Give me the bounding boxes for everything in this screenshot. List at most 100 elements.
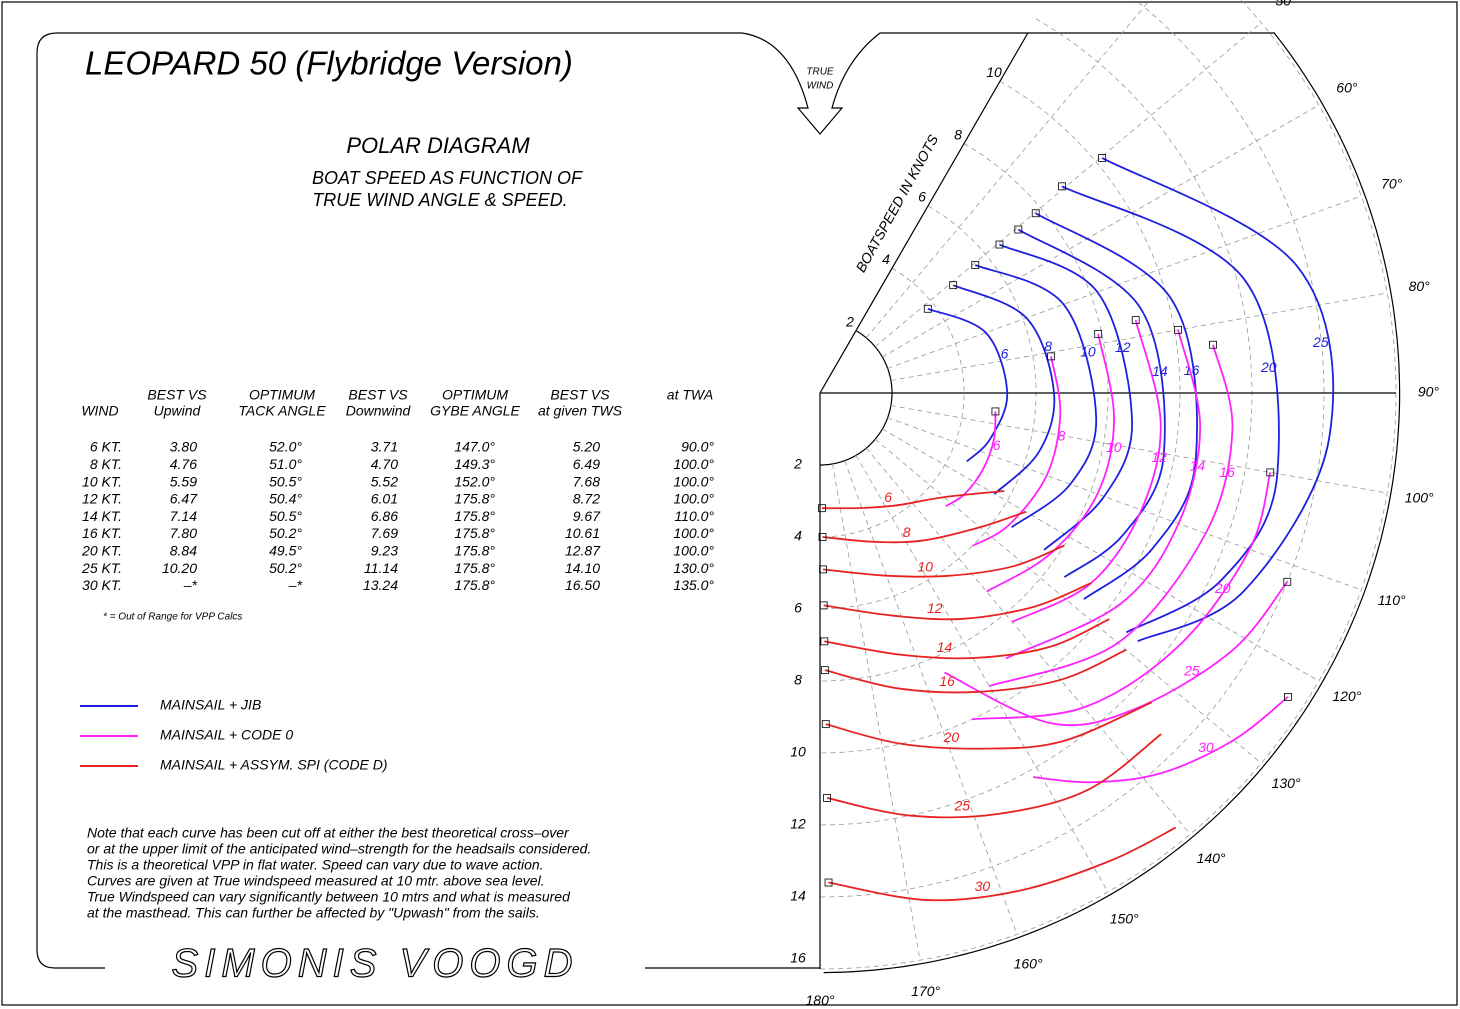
polar-curve: [828, 826, 1177, 902]
theta-tick-label: 90°: [1418, 384, 1440, 400]
subtitle: POLAR DIAGRAM: [346, 133, 530, 158]
table-cell: 6.01: [371, 491, 398, 507]
note-line: True Windspeed can vary significantly be…: [87, 889, 571, 905]
true-wind-arrow: [741, 32, 1275, 135]
polar-curve: [822, 510, 1027, 544]
curve-label: 6: [884, 489, 892, 505]
grid-arc: [819, 0, 1397, 970]
table-cell: 5.52: [371, 473, 398, 489]
vmg-marker: [1131, 316, 1140, 325]
table-cell: 147.0°: [454, 439, 495, 455]
table-cell: 30 KT.: [82, 577, 122, 593]
grid-arc: [820, 205, 1037, 610]
inner-arc: [820, 330, 893, 466]
grid-arc: [819, 80, 1181, 754]
curve-label: 25: [1183, 662, 1200, 678]
polar-curve: [822, 544, 1065, 578]
theta-tick-label: 140°: [1197, 850, 1226, 866]
vmg-marker: [1058, 182, 1066, 191]
table-cell: 7.68: [573, 473, 600, 489]
table-cell: 49.5°: [269, 543, 302, 559]
curve-label: 12: [927, 600, 943, 616]
curve-label: 12: [1151, 449, 1167, 465]
table-cell: 50.2°: [269, 525, 302, 541]
table-cell: 10 KT.: [82, 473, 122, 489]
theta-tick-label: 110°: [1378, 592, 1406, 608]
grid-radial: [865, 0, 1151, 339]
curve-label: 16: [939, 673, 955, 689]
vmg-marker: [824, 878, 833, 887]
vmg-marker: [818, 533, 827, 541]
table-header: at given TWS: [538, 403, 623, 419]
curve-label: 12: [1115, 339, 1131, 355]
polar-curve: [1061, 185, 1280, 634]
polar-curve: [826, 733, 1162, 819]
table-cell: 6.47: [170, 491, 198, 507]
polar-curve: [823, 582, 1092, 621]
theta-tick-label: 170°: [911, 983, 940, 999]
table-cell: 20 KT.: [81, 543, 122, 559]
grid-radial: [887, 417, 1362, 591]
legend-label: MAINSAIL + JIB: [160, 697, 261, 713]
polar-curve: [999, 243, 1133, 551]
vmg-marker: [1031, 209, 1040, 218]
grid-radial: [882, 104, 1320, 358]
curve-label: 20: [943, 729, 960, 745]
polar-curve: [1101, 157, 1335, 643]
grid-radial: [887, 195, 1362, 369]
table-cell: 50.2°: [269, 560, 302, 576]
grid-radial: [890, 405, 1388, 494]
footnote: * = Out of Range for VPP Calcs: [103, 612, 242, 623]
table-cell: 6 KT.: [90, 439, 122, 455]
table-cell: 100.0°: [673, 456, 714, 472]
curve-label: 8: [903, 524, 911, 540]
table-cell: 100.0°: [673, 543, 714, 559]
table-cell: 90.0°: [681, 439, 714, 455]
table-cell: 50.5°: [269, 508, 302, 524]
table-cell: 25 KT.: [81, 560, 122, 576]
table-cell: 16 KT.: [82, 525, 122, 541]
table-cell: 9.67: [573, 508, 601, 524]
table-cell: 16.50: [565, 577, 600, 593]
grid-radial: [844, 460, 1018, 935]
r-tick-label: 8: [954, 126, 962, 142]
table-cell: 8.84: [170, 543, 197, 559]
theta-tick-label: 160°: [1014, 955, 1043, 971]
theta-tick-label: 100°: [1405, 489, 1434, 505]
curve-label: 14: [937, 639, 953, 655]
theta-tick-label: 120°: [1332, 688, 1361, 704]
polar-curve: [927, 307, 1009, 463]
table-cell: 12 KT.: [82, 491, 122, 507]
polar-curve: [1005, 329, 1202, 660]
left-panel: [36, 32, 742, 969]
table-cell: 152.0°: [454, 473, 495, 489]
table-cell: 52.0°: [269, 439, 302, 455]
title: LEOPARD 50 (Flybridge Version): [85, 45, 573, 82]
r-tick-label: 6: [794, 600, 802, 616]
table-cell: 100.0°: [673, 473, 714, 489]
r-tick-label: 8: [794, 672, 802, 688]
vmg-marker: [1284, 693, 1292, 701]
curve-label: 14: [1152, 363, 1168, 379]
table-header: BEST VS: [147, 387, 207, 403]
curve-label: 10: [1106, 439, 1122, 455]
vmg-marker: [819, 565, 827, 574]
table-cell: 4.70: [371, 456, 398, 472]
polar-curve: [824, 649, 1127, 694]
table-header: BEST VS: [550, 387, 610, 403]
grid-radial: [874, 438, 1262, 764]
table-header: Upwind: [154, 403, 202, 419]
table-cell: 5.20: [573, 439, 600, 455]
r-tick-label: 4: [882, 251, 890, 267]
polar-curve: [1017, 228, 1166, 578]
table-cell: 130.0°: [673, 560, 714, 576]
table-cell: 135.0°: [673, 577, 714, 593]
vmg-marker: [1266, 468, 1275, 477]
polar-curve: [1011, 319, 1162, 623]
theta-tick-label: 180°: [806, 992, 835, 1008]
table-cell: 10.61: [565, 525, 600, 541]
curve-label: 20: [1260, 359, 1277, 375]
table-cell: 51.0°: [269, 456, 302, 472]
